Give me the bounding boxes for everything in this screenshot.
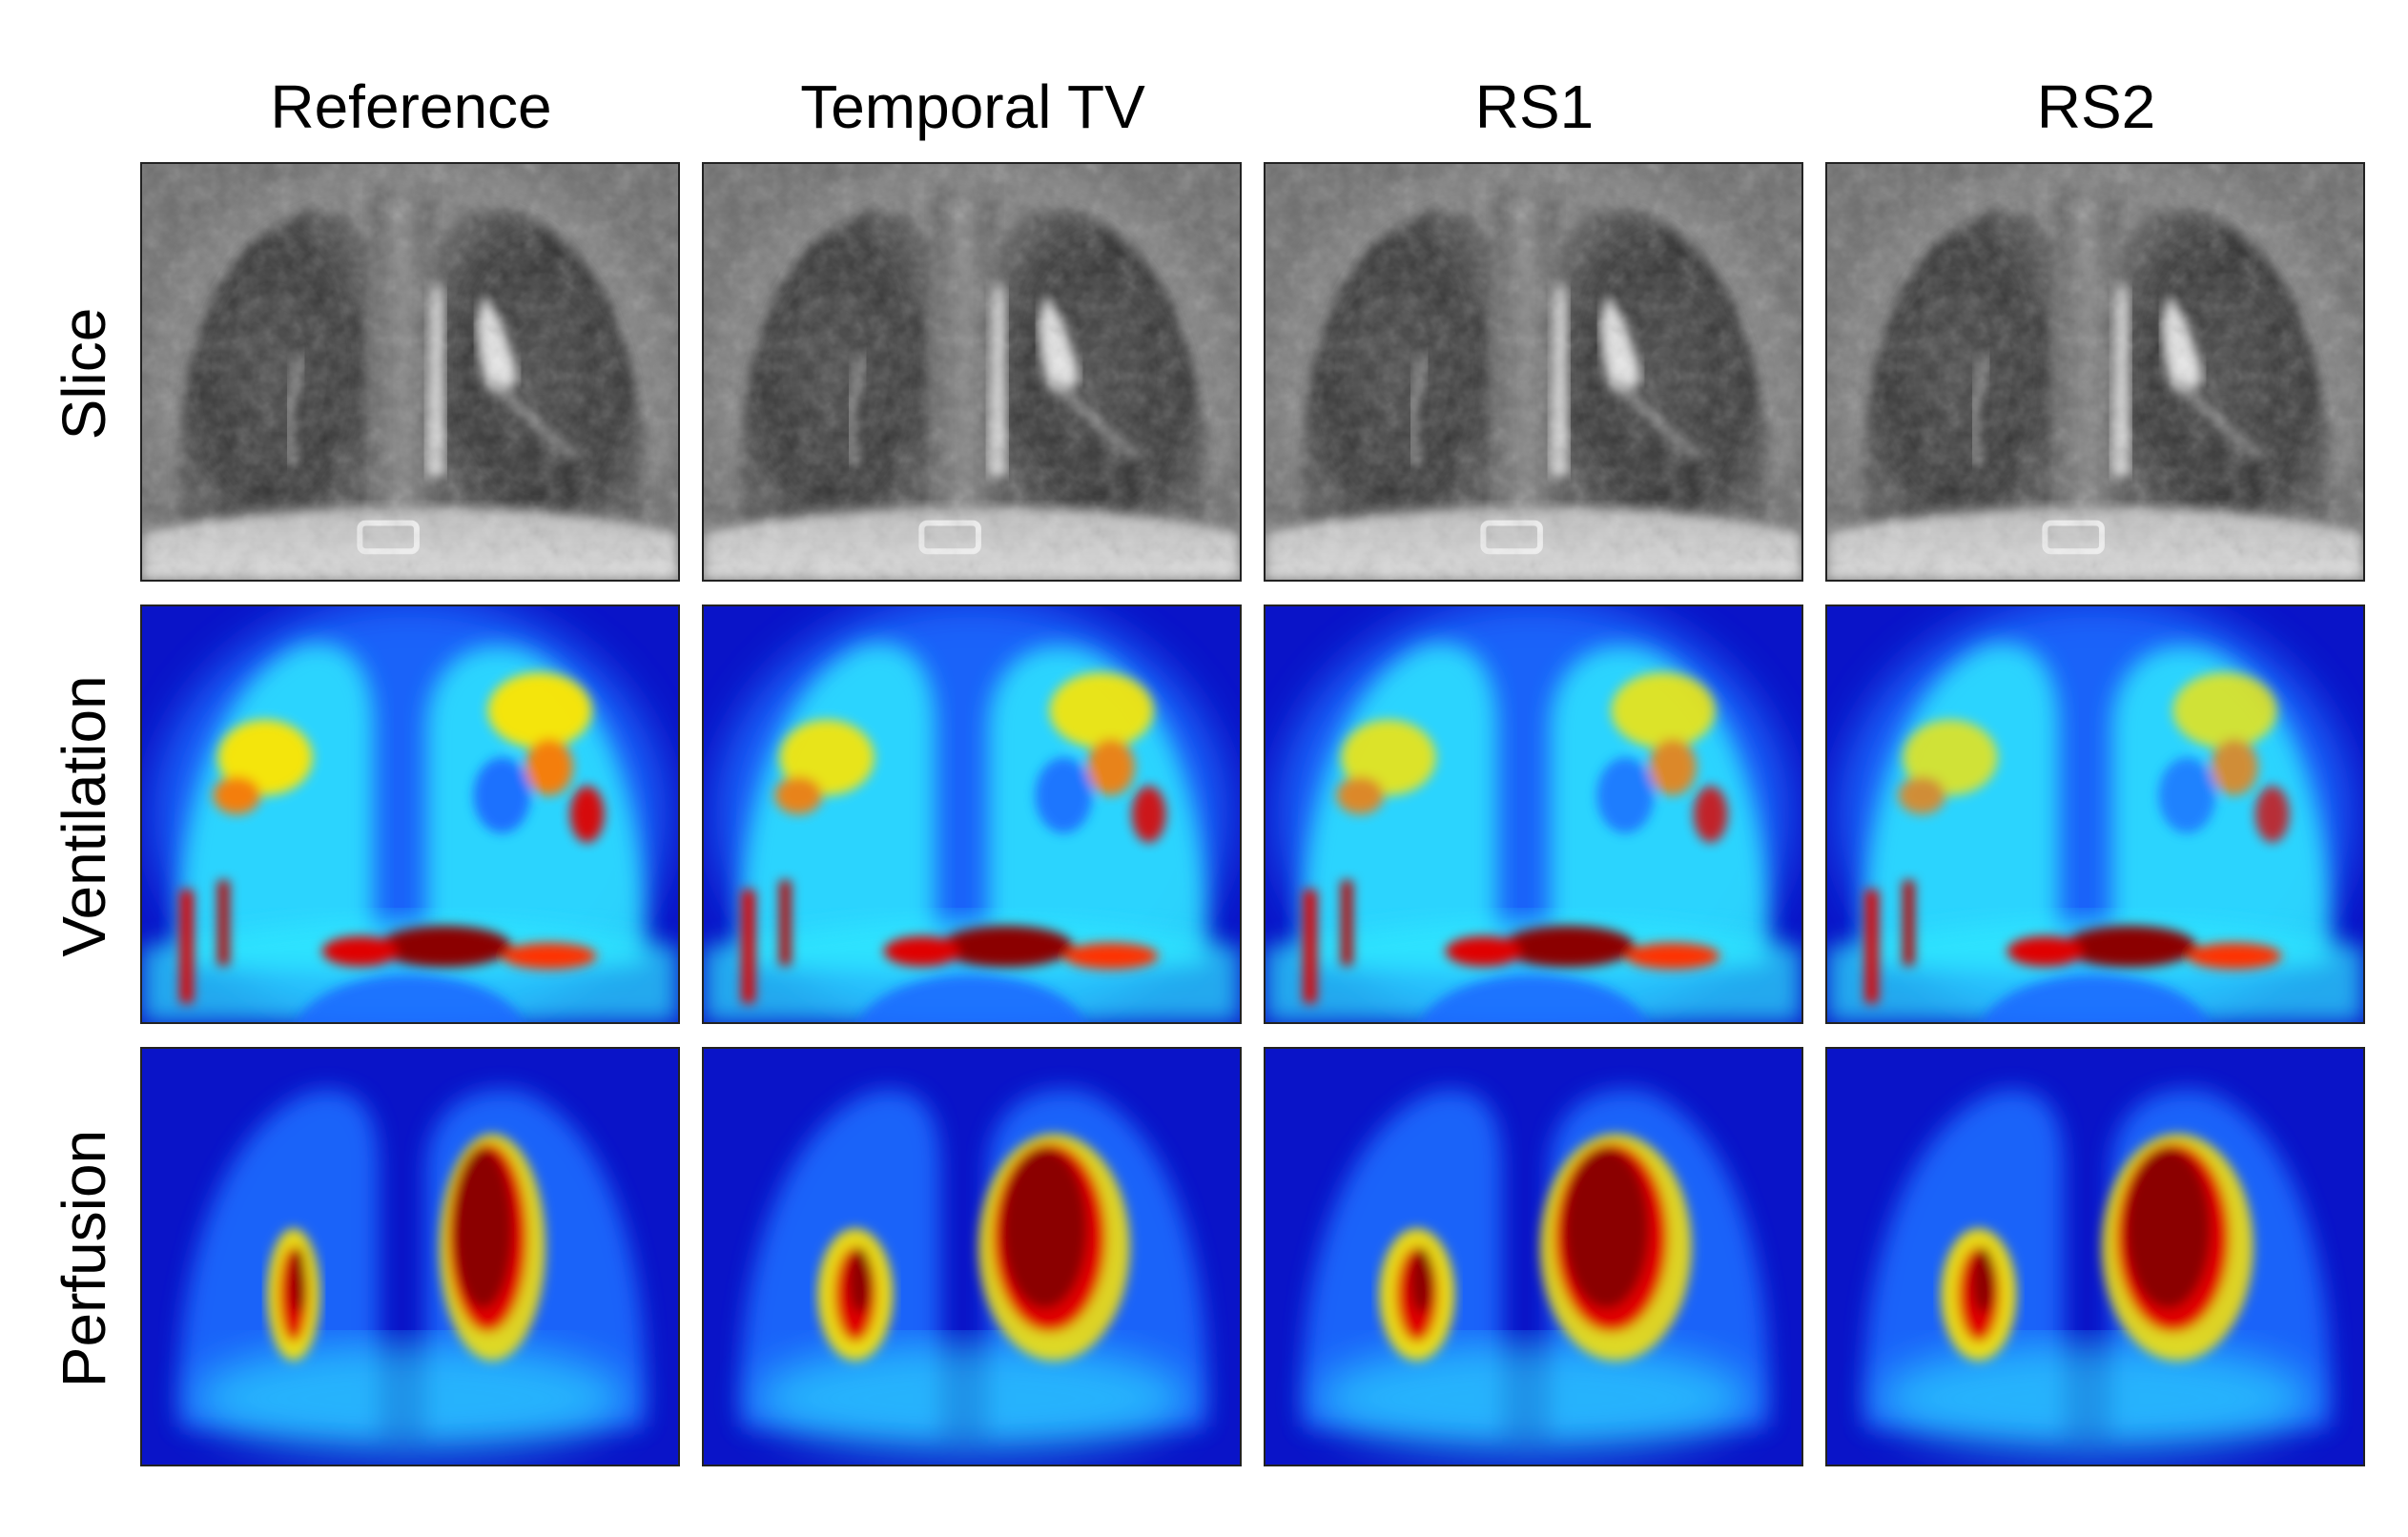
image-ventilation-rs1 (1264, 605, 1803, 1024)
image-ventilation-rs2-graphic (1827, 606, 2363, 1022)
image-ventilation-temporal-tv (702, 605, 1242, 1024)
image-perfusion-rs2-graphic (1827, 1049, 2363, 1465)
image-ventilation-reference (140, 605, 680, 1024)
image-slice-rs1-graphic (1266, 164, 1801, 580)
image-slice-temporal-tv-graphic (704, 164, 1240, 580)
image-perfusion-temporal-tv-graphic (704, 1049, 1240, 1465)
image-slice-rs2 (1825, 162, 2365, 582)
image-perfusion-rs1 (1264, 1047, 1803, 1466)
image-slice-rs2-graphic (1827, 164, 2363, 580)
image-perfusion-temporal-tv (702, 1047, 1242, 1466)
image-perfusion-reference-graphic (142, 1049, 678, 1465)
image-slice-reference (140, 162, 680, 582)
column-title-temporal-tv: Temporal TV (800, 72, 1145, 141)
image-ventilation-rs1-graphic (1266, 606, 1801, 1022)
column-title-reference: Reference (270, 72, 552, 141)
image-ventilation-rs2 (1825, 605, 2365, 1024)
image-slice-rs1 (1264, 162, 1803, 582)
column-title-rs1: RS1 (1474, 72, 1595, 141)
column-title-rs2: RS2 (2036, 72, 2156, 141)
image-ventilation-reference-graphic (142, 606, 678, 1022)
image-perfusion-reference (140, 1047, 680, 1466)
image-perfusion-rs1-graphic (1266, 1049, 1801, 1465)
image-slice-reference-graphic (142, 164, 678, 580)
image-ventilation-temporal-tv-graphic (704, 606, 1240, 1022)
image-perfusion-rs2 (1825, 1047, 2365, 1466)
image-slice-temporal-tv (702, 162, 1242, 582)
